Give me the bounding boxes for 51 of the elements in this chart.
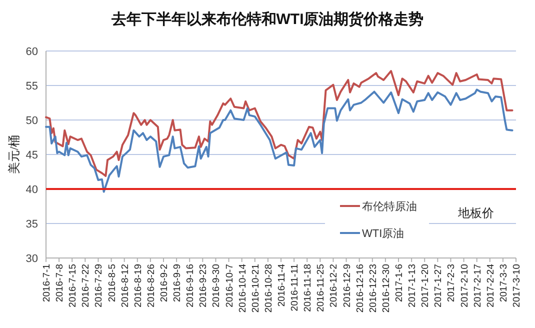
x-tick-label: 2016-7-15 (68, 264, 79, 308)
x-tick-label: 2016-10-14 (237, 264, 248, 313)
x-tick-label: 2016-9-30 (211, 264, 222, 308)
ref-line-label: 地板价 (457, 206, 494, 220)
x-tick-label: 2016-11-11 (290, 264, 301, 312)
x-tick-label: 2016-12-23 (368, 264, 379, 313)
x-tick-label: 2017-1-20 (420, 264, 432, 308)
x-tick-label: 2016-7-1 (42, 264, 52, 302)
y-tick-label: 40 (26, 184, 38, 196)
x-tick-label: 2017-2-17 (472, 264, 484, 308)
x-tick-label: 2016-12-2 (328, 264, 340, 308)
line-series (45, 88, 514, 193)
x-tick-label: 2017-2-24 (485, 264, 496, 308)
y-axis-title: 美元/桶 (7, 134, 21, 174)
x-tick-label: 2016-11-4 (276, 264, 288, 307)
x-tick-label: 2016-8-12 (120, 264, 131, 308)
x-tick-label: 2016-10-28 (263, 264, 274, 313)
x-tick-label: 2017-3-10 (512, 264, 522, 308)
x-tick-label: 2016-11-18 (302, 264, 314, 312)
y-tick-label: 50 (26, 115, 38, 127)
x-tick-label: 2016-9-9 (172, 264, 184, 302)
x-tick-label: 2017-2-10 (459, 264, 470, 308)
x-tick-label: 2016-9-23 (198, 264, 210, 308)
x-tick-label: 2016-12-16 (354, 264, 366, 313)
legend-label: 布伦特原油 (362, 200, 417, 213)
x-tick-label: 2016-8-19 (132, 264, 144, 308)
y-tick-label: 45 (26, 150, 38, 162)
x-tick-label: 2016-8-26 (146, 264, 157, 308)
x-tick-label: 2017-1-27 (433, 264, 444, 308)
x-tick-label: 2016-12-30 (380, 264, 392, 313)
y-tick-label: 35 (26, 218, 38, 230)
x-tick-label: 2016-9-16 (185, 264, 196, 308)
x-tick-label: 2016-10-21 (250, 264, 262, 313)
y-tick-label: 55 (26, 80, 38, 92)
x-tick-label: 2017-3-3 (498, 264, 510, 302)
x-tick-label: 2016-11-25 (316, 264, 327, 312)
x-tick-label: 2016-9-2 (159, 264, 170, 302)
x-tick-label: 2017-2-3 (446, 264, 458, 302)
x-tick-label: 2017-1-6 (394, 264, 405, 302)
legend-label: WTI原油 (362, 227, 404, 240)
y-tick-label: 30 (26, 253, 38, 265)
x-tick-label: 2016-10-7 (224, 264, 236, 308)
y-tick-label: 60 (26, 46, 38, 58)
x-tick-label: 2016-8-5 (106, 264, 118, 302)
x-tick-label: 2016-7-29 (94, 264, 105, 308)
x-tick-label: 2016-12-9 (342, 264, 353, 308)
x-tick-label: 2017-1-13 (407, 264, 418, 308)
x-tick-label: 2016-7-8 (54, 264, 66, 302)
line-series (45, 70, 514, 177)
x-tick-label: 2016-7-22 (80, 264, 92, 308)
chart-title: 去年下半年以来布伦特和WTI原油期货价格走势 (110, 11, 424, 28)
